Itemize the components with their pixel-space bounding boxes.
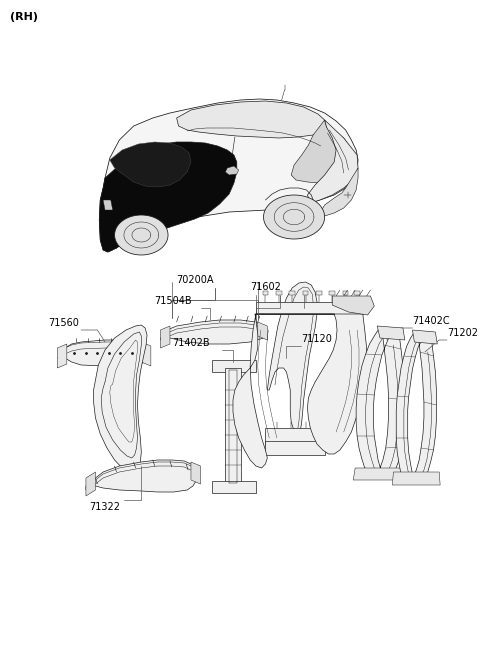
Polygon shape xyxy=(343,291,348,295)
Polygon shape xyxy=(225,368,240,485)
Polygon shape xyxy=(265,428,324,445)
Polygon shape xyxy=(329,291,335,295)
Text: 71402C: 71402C xyxy=(412,316,450,326)
Polygon shape xyxy=(177,101,326,138)
Polygon shape xyxy=(412,330,437,344)
Polygon shape xyxy=(316,291,322,295)
Polygon shape xyxy=(115,215,168,255)
Polygon shape xyxy=(353,468,408,480)
Polygon shape xyxy=(212,360,256,372)
Text: 71560: 71560 xyxy=(48,318,79,328)
Text: 70200A: 70200A xyxy=(176,275,214,285)
Polygon shape xyxy=(276,291,282,295)
Polygon shape xyxy=(94,325,147,472)
Polygon shape xyxy=(225,166,239,175)
Polygon shape xyxy=(291,120,355,183)
Polygon shape xyxy=(258,322,267,340)
Polygon shape xyxy=(356,330,405,478)
Polygon shape xyxy=(86,472,96,496)
Polygon shape xyxy=(393,472,440,485)
Polygon shape xyxy=(160,326,170,348)
Polygon shape xyxy=(263,291,268,295)
Polygon shape xyxy=(99,142,237,252)
Polygon shape xyxy=(332,296,374,315)
Polygon shape xyxy=(103,200,113,210)
Polygon shape xyxy=(212,481,256,493)
Polygon shape xyxy=(354,291,360,295)
Text: 71322: 71322 xyxy=(90,502,120,512)
Text: 71602: 71602 xyxy=(250,282,281,292)
Polygon shape xyxy=(267,282,317,430)
Polygon shape xyxy=(377,326,405,340)
Polygon shape xyxy=(99,99,358,252)
Polygon shape xyxy=(264,195,324,239)
Polygon shape xyxy=(110,142,191,187)
Text: (RH): (RH) xyxy=(10,12,37,22)
Polygon shape xyxy=(396,332,436,483)
Polygon shape xyxy=(308,120,358,203)
Polygon shape xyxy=(265,441,324,455)
Text: 71402B: 71402B xyxy=(172,338,209,348)
Polygon shape xyxy=(160,320,265,344)
Polygon shape xyxy=(57,344,67,368)
Polygon shape xyxy=(86,460,198,492)
Polygon shape xyxy=(57,340,148,366)
Polygon shape xyxy=(141,342,151,366)
Polygon shape xyxy=(233,314,367,468)
Polygon shape xyxy=(320,168,358,216)
Polygon shape xyxy=(191,462,201,484)
Text: 71120: 71120 xyxy=(301,334,332,344)
Text: 71504B: 71504B xyxy=(155,296,192,306)
Polygon shape xyxy=(256,302,363,314)
Polygon shape xyxy=(303,291,308,295)
Polygon shape xyxy=(289,291,295,295)
Text: 71202: 71202 xyxy=(447,328,478,338)
